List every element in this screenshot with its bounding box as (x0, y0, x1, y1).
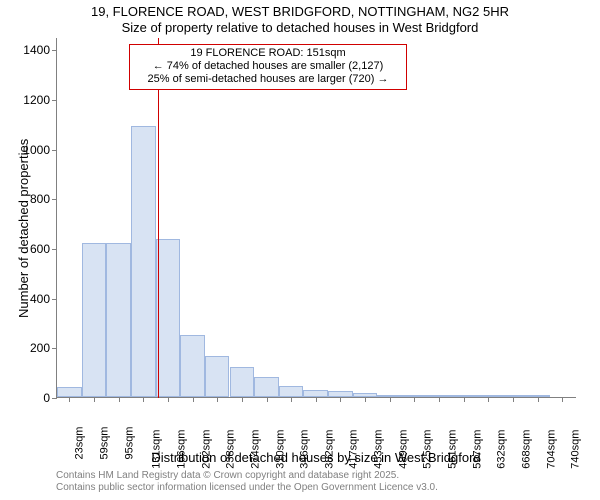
ytick-label: 600 (30, 242, 50, 256)
x-axis-label: Distribution of detached houses by size … (56, 450, 576, 465)
footer-line2: Contains public sector information licen… (56, 482, 438, 493)
ytick-mark (52, 398, 57, 399)
xtick-mark (513, 397, 514, 402)
xtick-mark (69, 397, 70, 402)
ytick-mark (52, 50, 57, 51)
xtick-mark (488, 397, 489, 402)
histogram-bar (156, 239, 181, 397)
histogram-bar (303, 390, 328, 397)
y-axis-label: Number of detached properties (16, 139, 31, 318)
histogram-bar (230, 367, 255, 397)
ytick-mark (52, 299, 57, 300)
histogram-bar (131, 126, 156, 397)
footer-line1: Contains HM Land Registry data © Crown c… (56, 470, 399, 481)
histogram-bar (279, 386, 304, 397)
xtick-mark (562, 397, 563, 402)
xtick-mark (217, 397, 218, 402)
chart-titles: 19, FLORENCE ROAD, WEST BRIDGFORD, NOTTI… (0, 4, 600, 35)
histogram-bar (106, 243, 131, 397)
annotation-line2: ← 74% of detached houses are smaller (2,… (136, 60, 400, 73)
xtick-mark (464, 397, 465, 402)
ytick-label: 0 (43, 391, 50, 405)
xtick-mark (143, 397, 144, 402)
ytick-mark (52, 199, 57, 200)
annotation-box: 19 FLORENCE ROAD: 151sqm← 74% of detache… (129, 44, 407, 90)
histogram-bar (180, 335, 205, 397)
histogram-bar (254, 377, 279, 397)
xtick-mark (439, 397, 440, 402)
xtick-mark (168, 397, 169, 402)
xtick-mark (316, 397, 317, 402)
chart-title-line1: 19, FLORENCE ROAD, WEST BRIDGFORD, NOTTI… (0, 4, 600, 19)
xtick-mark (291, 397, 292, 402)
ytick-label: 800 (30, 192, 50, 206)
chart-title-line2: Size of property relative to detached ho… (0, 20, 600, 35)
chart-container: 19, FLORENCE ROAD, WEST BRIDGFORD, NOTTI… (0, 0, 600, 500)
xtick-mark (94, 397, 95, 402)
annotation-line3: 25% of semi-detached houses are larger (… (136, 73, 400, 86)
xtick-mark (193, 397, 194, 402)
ytick-mark (52, 249, 57, 250)
histogram-bar (205, 356, 230, 397)
xtick-mark (340, 397, 341, 402)
annotation-line1: 19 FLORENCE ROAD: 151sqm (136, 47, 400, 60)
histogram-bar (82, 243, 107, 397)
xtick-mark (267, 397, 268, 402)
ytick-mark (52, 348, 57, 349)
histogram-bar (57, 387, 82, 397)
ytick-label: 200 (30, 341, 50, 355)
xtick-mark (538, 397, 539, 402)
ytick-label: 1400 (23, 43, 50, 57)
ytick-mark (52, 100, 57, 101)
ytick-mark (52, 150, 57, 151)
xtick-mark (390, 397, 391, 402)
xtick-mark (365, 397, 366, 402)
ytick-label: 400 (30, 292, 50, 306)
xtick-mark (242, 397, 243, 402)
ytick-label: 1200 (23, 93, 50, 107)
xtick-mark (414, 397, 415, 402)
marker-line (158, 38, 159, 398)
plot-area: 020040060080010001200140023sqm59sqm95sqm… (56, 38, 576, 398)
xtick-mark (119, 397, 120, 402)
